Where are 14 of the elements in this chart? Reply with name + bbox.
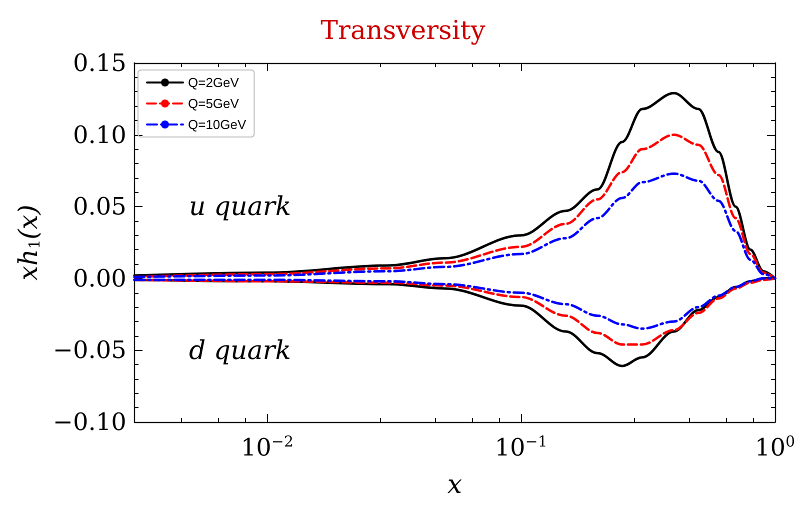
- y-tick-label: −0.05: [52, 336, 126, 364]
- legend-label: Q=10GeV: [188, 117, 247, 132]
- annotation: d quark: [189, 336, 291, 366]
- y-tick-label: 0.15: [73, 49, 126, 77]
- y-tick-label: −0.10: [52, 408, 126, 436]
- y-tick-label: 0.00: [73, 264, 126, 292]
- annotation: u quark: [189, 192, 292, 222]
- legend-label: Q=2GeV: [188, 75, 240, 90]
- y-axis-title: xh1(x): [14, 204, 44, 280]
- y-tick-label: 0.10: [73, 120, 126, 149]
- chart-title: Transversity: [320, 16, 486, 46]
- x-axis-title: x: [447, 470, 462, 500]
- y-tick-label: 0.05: [73, 192, 126, 221]
- legend-label: Q=5GeV: [188, 96, 240, 111]
